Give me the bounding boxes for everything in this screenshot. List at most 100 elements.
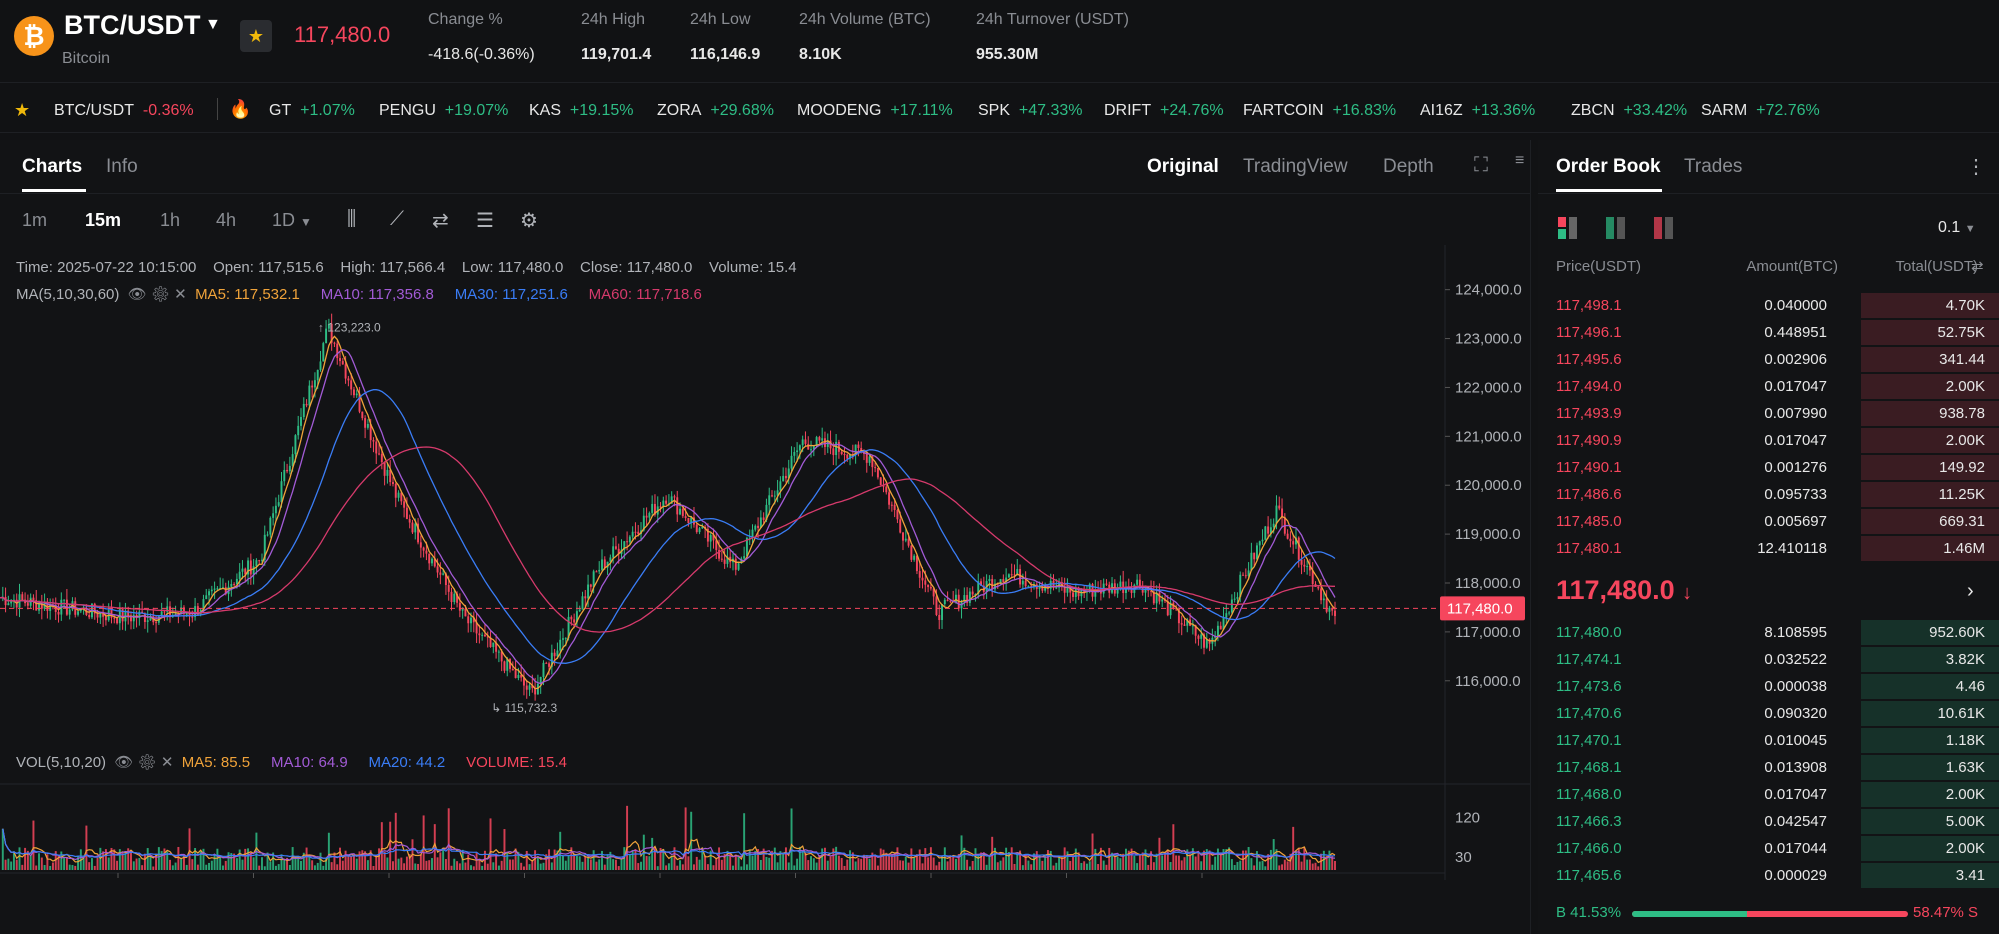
bid-row[interactable]: 117,466.0 0.017044 2.00K (1538, 835, 1999, 862)
ticker-item-sarm[interactable]: SARM +72.76% (1701, 102, 1820, 120)
ask-row[interactable]: 117,494.0 0.017047 2.00K (1538, 373, 1999, 400)
tab-order-book[interactable]: Order Book (1556, 156, 1661, 177)
tab-trades[interactable]: Trades (1684, 156, 1743, 177)
bid-row[interactable]: 117,465.6 0.000029 3.41 (1538, 862, 1999, 889)
bid-row[interactable]: 117,468.1 0.013908 1.63K (1538, 754, 1999, 781)
bid-row[interactable]: 117,470.6 0.090320 10.61K (1538, 700, 1999, 727)
favorite-star-icon[interactable]: ★ (240, 20, 272, 52)
candle-body (631, 531, 634, 537)
order-amount: 0.448951 (1764, 324, 1827, 341)
ticker-item-btc[interactable]: BTC/USDT -0.36% (54, 102, 194, 120)
candle-body (425, 550, 428, 554)
timeframe-1m[interactable]: 1m (22, 210, 48, 230)
pair-selector[interactable]: BTC/USDT (64, 10, 201, 40)
view-bids-icon[interactable] (1606, 217, 1628, 239)
volume-bar (720, 859, 723, 870)
caret-down-icon[interactable]: ▼ (205, 16, 221, 33)
volume-bar (124, 851, 127, 870)
view-both-icon[interactable] (1558, 217, 1580, 239)
view-tradingview[interactable]: TradingView (1243, 156, 1348, 177)
ticker-item-drift[interactable]: DRIFT +24.76% (1104, 102, 1224, 120)
candle-body (1200, 634, 1203, 639)
ticker-item-spk[interactable]: SPK +47.33% (978, 102, 1083, 120)
more-vertical-icon[interactable]: ⋮ (1966, 156, 1986, 178)
volume-bar (829, 856, 832, 870)
ask-row[interactable]: 117,485.0 0.005697 669.31 (1538, 508, 1999, 535)
candle-body (1055, 587, 1058, 589)
volume-bar (40, 857, 43, 870)
price-chart[interactable]: 124,000.0 123,000.0 122,000.0 121,000.0 120,… (0, 245, 1530, 880)
volume-bar (305, 847, 308, 870)
settings-icon[interactable]: ⚙ (520, 210, 538, 232)
timeframe-1h[interactable]: 1h (160, 210, 181, 230)
swap-icon[interactable]: ⇄ (432, 210, 449, 232)
ask-row[interactable]: 117,495.6 0.002906 341.44 (1538, 346, 1999, 373)
ask-row[interactable]: 117,480.1 12.410118 1.46M (1538, 535, 1999, 562)
ticker-item-zbcn[interactable]: ZBCN +33.42% (1571, 102, 1687, 120)
volume-bar (1200, 861, 1203, 870)
ask-row[interactable]: 117,496.1 0.448951 52.75K (1538, 319, 1999, 346)
volume-bar (511, 859, 514, 870)
ask-row[interactable]: 117,486.6 0.095733 11.25K (1538, 481, 1999, 508)
ticker-item-ai16z[interactable]: AI16Z +13.36% (1420, 102, 1535, 120)
volume-bar (489, 818, 492, 870)
candlestick-icon[interactable]: ⫼ (347, 208, 357, 230)
view-depth[interactable]: Depth (1383, 156, 1434, 177)
volume-bar (1261, 860, 1264, 870)
view-asks-icon[interactable] (1654, 217, 1676, 239)
high-marker-label: ↑ 123,223.0 (318, 321, 381, 335)
timeframe-15m[interactable]: 15m (85, 210, 122, 230)
precision-select[interactable]: 0.1 ▼ (1938, 219, 1976, 237)
candle-body (517, 675, 520, 678)
ask-row[interactable]: 117,490.9 0.017047 2.00K (1538, 427, 1999, 454)
eye-icon[interactable]: 👁 ⚙ ✕ (110, 754, 178, 771)
volume-bar (581, 861, 584, 870)
list-icon[interactable]: ☰ (476, 210, 494, 232)
candle-body (277, 502, 280, 506)
ask-row[interactable]: 117,498.1 0.040000 4.70K (1538, 292, 1999, 319)
tab-charts[interactable]: Charts (22, 156, 83, 177)
volume-bar (1275, 849, 1278, 870)
eye-icon[interactable]: 👁 ⚙ ✕ (123, 286, 191, 303)
volume-bar (734, 854, 737, 870)
candle-body (1152, 591, 1155, 604)
order-amount: 0.095733 (1764, 486, 1827, 503)
volume-bar (366, 860, 369, 870)
bid-row[interactable]: 117,474.1 0.032522 3.82K (1538, 646, 1999, 673)
candle-body (562, 638, 564, 640)
order-total: 4.70K (1945, 297, 1985, 314)
volume-bar (812, 858, 815, 870)
depth-bar (1861, 293, 1999, 318)
bid-row[interactable]: 117,473.6 0.000038 4.46 (1538, 673, 1999, 700)
volume-bar (483, 850, 486, 870)
ask-row[interactable]: 117,493.9 0.007990 938.78 (1538, 400, 1999, 427)
ticker-item-pengu[interactable]: PENGU +19.07% (379, 102, 508, 120)
favorites-star-icon[interactable]: ★ (14, 100, 31, 120)
bid-row[interactable]: 117,468.0 0.017047 2.00K (1538, 781, 1999, 808)
timeframe-4h[interactable]: 4h (216, 210, 237, 230)
volume-bar (347, 855, 350, 870)
order-amount: 0.010045 (1764, 732, 1827, 749)
chevron-right-icon[interactable]: › (1967, 580, 1974, 602)
timeframe-1d[interactable]: 1D ▼ (272, 210, 312, 231)
ticker-item-fartcoin[interactable]: FARTCOIN +16.83% (1243, 102, 1396, 120)
fullscreen-icon[interactable]: ⛶ (1474, 154, 1488, 176)
bid-row[interactable]: 117,480.0 8.108595 952.60K (1538, 619, 1999, 646)
ticker-item-moodeng[interactable]: MOODENG +17.11% (797, 102, 953, 120)
ticker-item-zora[interactable]: ZORA +29.68% (657, 102, 774, 120)
view-original[interactable]: Original (1147, 156, 1219, 177)
volume-bar (1311, 863, 1314, 870)
bid-row[interactable]: 117,470.1 0.010045 1.18K (1538, 727, 1999, 754)
candle-body (478, 633, 481, 636)
swap-icon[interactable]: ⇄ (1971, 258, 1984, 275)
candle-body (757, 525, 760, 528)
ticker-item-gt[interactable]: GT +1.07% (269, 102, 355, 120)
candle-body (1317, 586, 1320, 589)
menu-icon[interactable]: ≡ (1515, 152, 1525, 169)
indicator-icon[interactable]: ⟋ (390, 208, 404, 230)
ticker-item-kas[interactable]: KAS +19.15% (529, 102, 634, 120)
ask-row[interactable]: 117,490.1 0.001276 149.92 (1538, 454, 1999, 481)
tab-info[interactable]: Info (106, 156, 138, 177)
candle-body (316, 369, 319, 381)
bid-row[interactable]: 117,466.3 0.042547 5.00K (1538, 808, 1999, 835)
